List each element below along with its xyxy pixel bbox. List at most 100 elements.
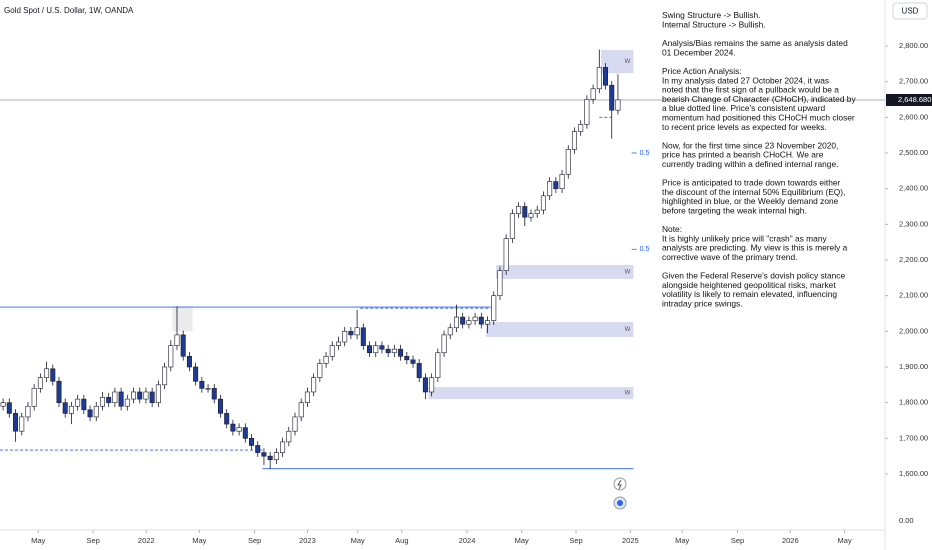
candle bbox=[25, 401, 31, 422]
note-line: analysts are predicting. My view is this… bbox=[662, 243, 848, 253]
candle bbox=[528, 209, 534, 222]
candle-body bbox=[118, 391, 124, 407]
candle-body bbox=[230, 423, 236, 432]
candle bbox=[261, 448, 267, 466]
note-line: In my analysis dated 27 October 2024, it… bbox=[662, 75, 829, 85]
range-box bbox=[172, 306, 193, 332]
candle-body bbox=[571, 131, 577, 150]
candle bbox=[50, 364, 56, 386]
candle-body bbox=[590, 88, 596, 100]
note-line: price has printed a bearish CHoCH. We ar… bbox=[662, 150, 824, 160]
candle bbox=[590, 84, 596, 104]
candle-body bbox=[547, 181, 553, 197]
candle-body bbox=[0, 402, 6, 407]
candle bbox=[292, 412, 298, 436]
x-tick-label: Sep bbox=[248, 536, 261, 545]
candle-body bbox=[131, 391, 137, 400]
annotation-label: 0.5 bbox=[640, 246, 650, 253]
candle bbox=[453, 304, 459, 333]
note-line: to recent price levels as expected for w… bbox=[662, 122, 827, 132]
candle bbox=[186, 352, 192, 372]
demand-zone bbox=[485, 322, 634, 338]
note-line: the discount of the internal 50% Equilib… bbox=[662, 187, 845, 197]
candle bbox=[267, 451, 273, 469]
candle-body bbox=[124, 398, 130, 407]
candle bbox=[416, 359, 422, 382]
candle-body bbox=[62, 402, 68, 414]
note-line: It is highly unlikely price will "crash"… bbox=[662, 233, 827, 243]
candle-body bbox=[211, 388, 217, 400]
x-tick-label: May bbox=[675, 536, 689, 545]
candle-body bbox=[186, 355, 192, 368]
candle-body bbox=[317, 363, 323, 378]
candle-body bbox=[280, 441, 286, 453]
candle-body bbox=[143, 391, 149, 400]
y-tick-label: 1,800.00 bbox=[899, 398, 928, 407]
candle-body bbox=[478, 316, 484, 325]
note-line: corrective wave of the primary trend. bbox=[662, 252, 797, 262]
candle-body bbox=[25, 405, 31, 418]
currency-button[interactable] bbox=[892, 2, 928, 20]
candle-body bbox=[112, 391, 118, 403]
note-line: Price is anticipated to trade down towar… bbox=[662, 178, 841, 188]
candle bbox=[615, 74, 621, 115]
candle-body bbox=[553, 181, 559, 189]
candle bbox=[485, 316, 491, 334]
currency-label: USD bbox=[902, 7, 919, 16]
candle-body bbox=[391, 348, 397, 354]
candle-body bbox=[447, 327, 453, 336]
candle bbox=[491, 291, 497, 325]
candle bbox=[93, 401, 99, 422]
candle-body bbox=[273, 452, 279, 461]
x-tick-label: May bbox=[31, 536, 45, 545]
candle bbox=[242, 423, 248, 443]
candle-body bbox=[329, 345, 335, 357]
note-line: bearish Change of Character (CHoCH), ind… bbox=[662, 94, 856, 104]
candle bbox=[429, 373, 435, 397]
candle-body bbox=[609, 84, 615, 111]
candle-body bbox=[298, 402, 304, 418]
candle bbox=[534, 205, 540, 218]
candle-body bbox=[50, 368, 56, 382]
y-tick-label: 2,100.00 bbox=[899, 291, 928, 300]
candle-body bbox=[398, 348, 404, 357]
candle bbox=[578, 120, 584, 136]
candle-body bbox=[44, 368, 50, 378]
zone-label: W bbox=[625, 327, 631, 333]
candle-body bbox=[453, 316, 459, 329]
candle bbox=[497, 266, 503, 300]
candle-body bbox=[534, 209, 540, 214]
candle bbox=[410, 355, 416, 368]
y-tick-label: 2,800.00 bbox=[899, 41, 928, 50]
note-line: a blue dotted line. Price's consistent u… bbox=[662, 103, 825, 113]
candle-body bbox=[342, 331, 348, 343]
candle bbox=[112, 387, 118, 407]
x-tick-label: Aug bbox=[395, 536, 408, 545]
candle bbox=[540, 191, 546, 215]
candle-body bbox=[155, 384, 161, 403]
candle-body bbox=[404, 355, 410, 361]
candle-body bbox=[348, 331, 354, 336]
note-line: alongside heightened geopolitical risks,… bbox=[662, 280, 836, 290]
icon[interactable] bbox=[613, 477, 627, 491]
candle bbox=[56, 376, 62, 407]
candle bbox=[193, 362, 199, 386]
candle bbox=[348, 327, 354, 340]
icon-glyph bbox=[617, 479, 622, 490]
zone-label: W bbox=[625, 59, 631, 65]
candle bbox=[466, 316, 472, 329]
note-line: Note: bbox=[662, 224, 682, 234]
candle bbox=[603, 63, 609, 90]
candle-body bbox=[6, 402, 12, 414]
candle-body bbox=[335, 341, 341, 346]
x-tick-label: Sep bbox=[731, 536, 744, 545]
y-tick-label: 1,900.00 bbox=[899, 362, 928, 371]
icon-glyph bbox=[617, 500, 623, 506]
candle bbox=[75, 394, 81, 411]
candle bbox=[304, 387, 310, 407]
x-tick-label: Sep bbox=[569, 536, 582, 545]
note-line: Price Action Analysis: bbox=[662, 66, 742, 76]
candle-body bbox=[354, 327, 360, 336]
